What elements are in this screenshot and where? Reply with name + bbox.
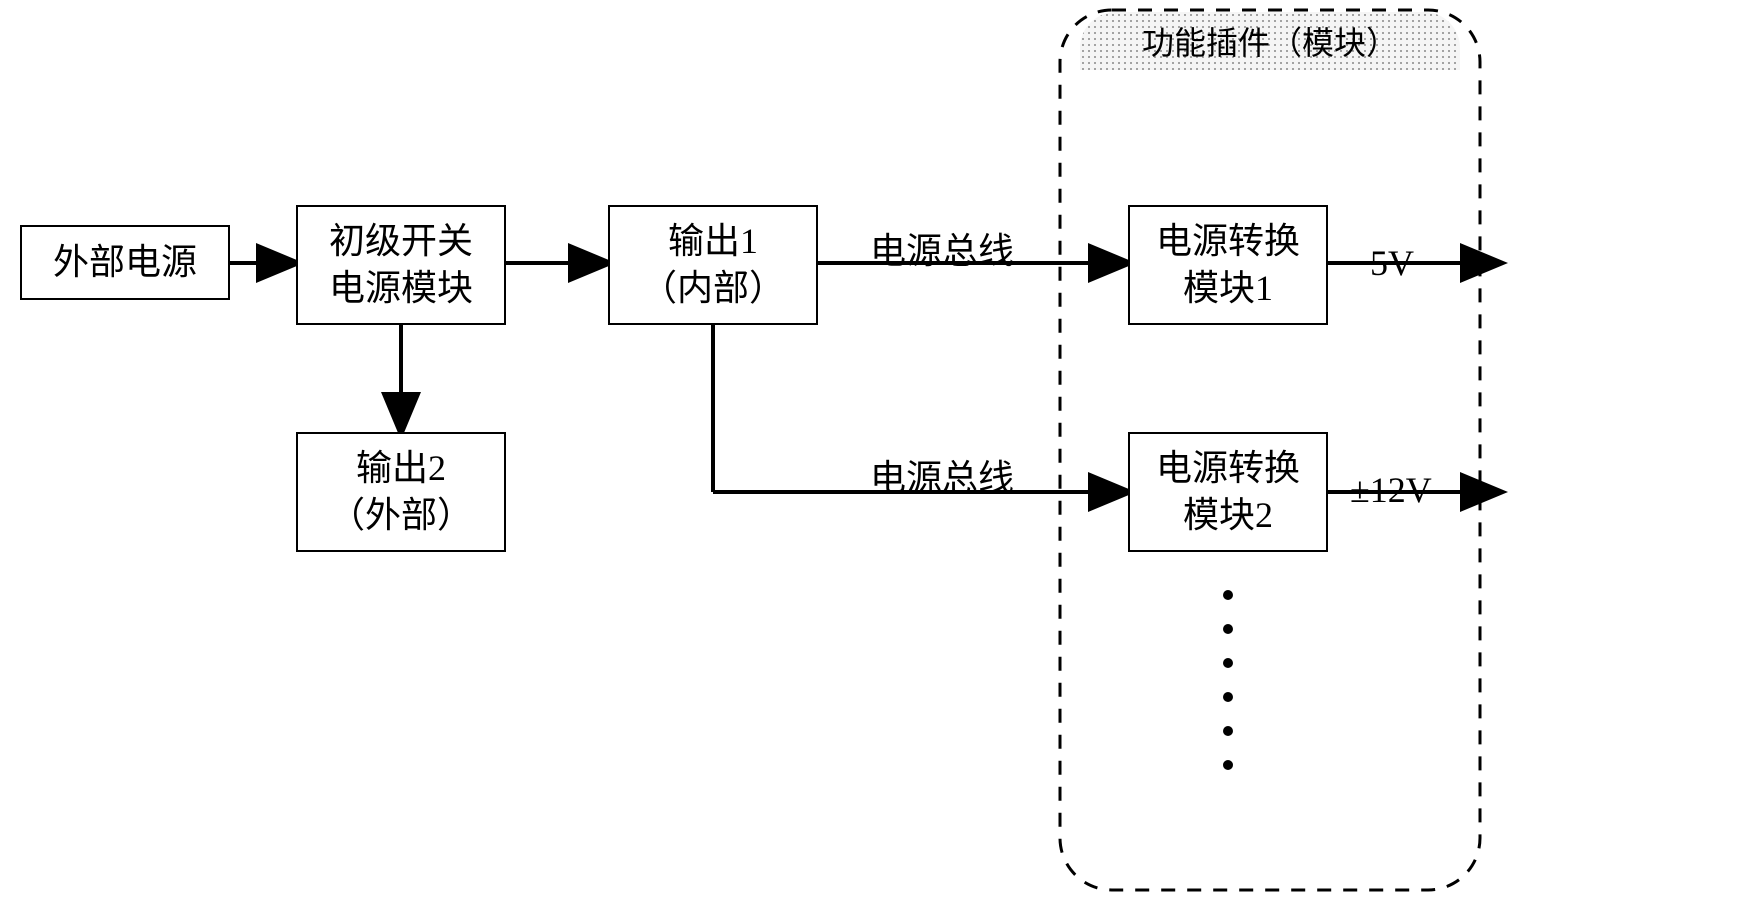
ellipsis-dot [1223, 658, 1233, 668]
node-conv1-l2: 模块1 [1183, 265, 1273, 312]
edge-label-5v: 5V [1370, 242, 1414, 284]
ellipsis-dot [1223, 624, 1233, 634]
node-output2-l1: 输出2 [356, 445, 446, 492]
module-header-label: 功能插件（模块） [1138, 18, 1402, 64]
edge-label-bus1: 电源总线 [870, 222, 1014, 274]
node-output2: 输出2 （外部） [296, 432, 506, 552]
node-primary-switch-l1: 初级开关 [329, 218, 473, 265]
edge-label-12v: ±12V [1350, 469, 1432, 511]
node-output1-l2: （内部） [641, 265, 785, 312]
ellipsis-dot [1223, 590, 1233, 600]
node-external-power: 外部电源 [20, 225, 230, 300]
node-conv2-l2: 模块2 [1183, 492, 1273, 539]
module-header: 功能插件（模块） [1080, 12, 1460, 70]
ellipsis-dots [1223, 590, 1233, 770]
node-external-power-label: 外部电源 [53, 239, 197, 286]
node-conv1-l1: 电源转换 [1156, 218, 1300, 265]
ellipsis-dot [1223, 726, 1233, 736]
node-primary-switch-l2: 电源模块 [329, 265, 473, 312]
ellipsis-dot [1223, 760, 1233, 770]
edge-label-bus2: 电源总线 [870, 449, 1014, 501]
node-output1: 输出1 （内部） [608, 205, 818, 325]
node-conv2-l1: 电源转换 [1156, 445, 1300, 492]
node-primary-switch: 初级开关 电源模块 [296, 205, 506, 325]
node-output1-l1: 输出1 [668, 218, 758, 265]
node-conv2: 电源转换 模块2 [1128, 432, 1328, 552]
node-output2-l2: （外部） [329, 492, 473, 539]
ellipsis-dot [1223, 692, 1233, 702]
node-conv1: 电源转换 模块1 [1128, 205, 1328, 325]
